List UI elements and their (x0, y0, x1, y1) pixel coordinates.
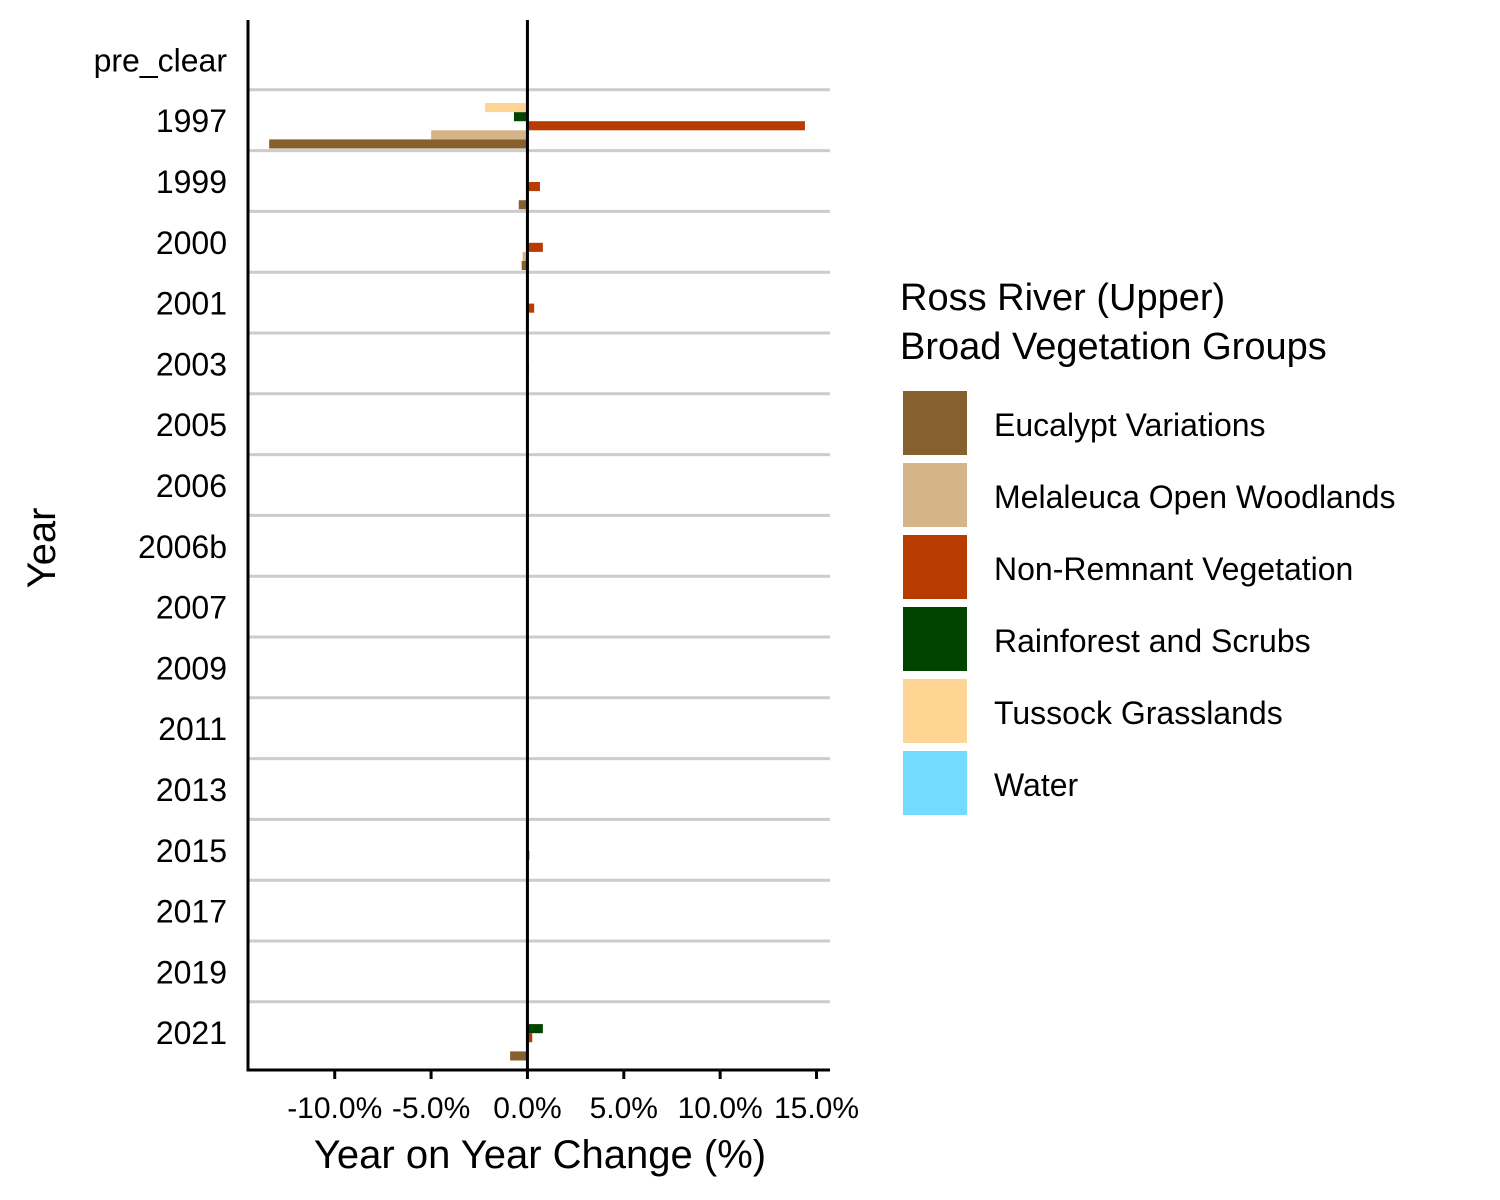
legend-swatch (901, 461, 969, 529)
legend-swatch (901, 533, 969, 601)
y-tick-label: 2019 (156, 954, 227, 990)
legend-swatch (901, 749, 969, 817)
bar (518, 200, 528, 210)
legend: Ross River (Upper) Broad Vegetation Grou… (900, 277, 1395, 817)
x-axis-ticks: -10.0% -5.0% 0.0% 5.0% 10.0% 15.0% (287, 1070, 859, 1125)
y-tick-label: 2015 (156, 833, 227, 869)
y-tick-label: 2007 (156, 590, 227, 626)
legend-label: Melaleuca Open Woodlands (994, 479, 1395, 515)
y-tick-label: 2021 (156, 1015, 227, 1051)
y-tick-label: 2000 (156, 225, 227, 261)
y-tick-label: 2006b (138, 529, 227, 565)
bar (513, 112, 528, 122)
y-tick-label: 2006 (156, 468, 227, 504)
legend-swatch (901, 389, 969, 457)
y-tick-label: 2003 (156, 346, 227, 382)
bar (431, 130, 528, 140)
bar (521, 261, 528, 271)
legend-label: Water (994, 767, 1079, 803)
bar (527, 303, 535, 313)
legend-label: Eucalypt Variations (994, 407, 1266, 443)
bar (269, 139, 528, 149)
y-axis-title: Year (20, 508, 64, 589)
y-tick-label: 2017 (156, 894, 227, 930)
x-tick-label: 15.0% (774, 1092, 859, 1125)
bar (485, 103, 528, 113)
y-tick-label: 2013 (156, 772, 227, 808)
y-tick-label: 2011 (158, 711, 227, 747)
x-axis-title: Year on Year Change (%) (314, 1133, 766, 1177)
bar (527, 1033, 533, 1043)
bar (527, 182, 540, 192)
grid-lines (248, 88, 830, 1004)
y-tick-label: 2009 (156, 650, 227, 686)
y-axis-ticks: pre_clear 1997 1999 2000 2001 2003 2005 2006 200… (94, 42, 228, 1051)
legend-label: Tussock Grasslands (994, 695, 1283, 731)
y-tick-label: 1997 (156, 103, 227, 139)
x-tick-label: 10.0% (678, 1092, 763, 1125)
legend-swatch (901, 677, 969, 745)
legend-title-line-1: Ross River (Upper) (900, 277, 1225, 319)
bar (527, 121, 805, 131)
y-tick-label: 2001 (156, 286, 227, 322)
x-tick-label: -10.0% (287, 1092, 382, 1125)
x-tick-label: 0.0% (493, 1092, 561, 1125)
legend-label: Non-Remnant Vegetation (994, 551, 1353, 587)
y-tick-label: 1999 (156, 164, 227, 200)
legend-items: Eucalypt Variations Melaleuca Open Woodla… (901, 389, 1395, 817)
bar (522, 251, 528, 261)
bar (510, 1051, 528, 1061)
bar (527, 1024, 543, 1034)
legend-label: Rainforest and Scrubs (994, 623, 1311, 659)
bar (527, 242, 543, 252)
x-tick-label: -5.0% (392, 1092, 470, 1125)
legend-title-line-2: Broad Vegetation Groups (900, 326, 1327, 368)
y-tick-label: pre_clear (94, 42, 228, 78)
legend-swatch (901, 605, 969, 673)
bars (269, 103, 805, 1061)
y-tick-label: 2005 (156, 407, 227, 443)
x-tick-label: 5.0% (590, 1092, 658, 1125)
